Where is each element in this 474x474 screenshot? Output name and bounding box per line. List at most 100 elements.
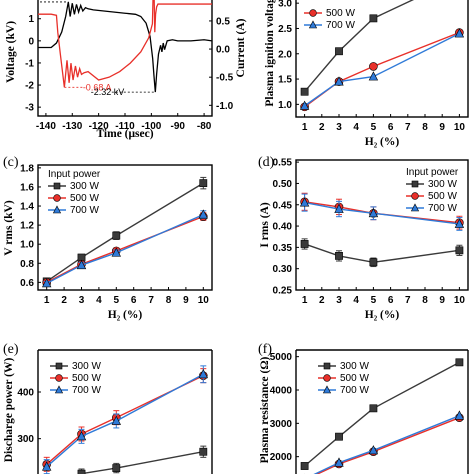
panel-d-xtick-label: 2: [319, 295, 325, 306]
panel-b-xtick-label: 4: [353, 122, 359, 133]
panel-e-series-line: [78, 451, 204, 474]
panel-f-legend-marker: [322, 385, 332, 394]
panel-d-legend-label: 700 W: [428, 203, 457, 214]
panel-e-data-point: [77, 469, 86, 474]
panel-b-xtick-label: 7: [405, 122, 411, 133]
panel-a-ytick-left-label: -2: [25, 81, 34, 92]
panel-c-series-line: [46, 182, 204, 282]
panel-d-series-line: [304, 201, 460, 225]
panel-b-data-point: [334, 76, 344, 86]
panel-e-data-point: [111, 415, 121, 425]
panel-e-data-point: [198, 369, 208, 379]
panel-b-series-line: [304, 32, 460, 107]
panel-f-ytick-label: 2000: [270, 452, 293, 463]
panel-d-xtick-label: 10: [454, 295, 466, 306]
panel-c-legend-marker: [52, 205, 62, 214]
panel-d-ytick-label: 0.55: [273, 158, 293, 169]
panel-c-ytick-label: 0.6: [20, 278, 34, 289]
panel-a-ytick-right-label: 0.5: [216, 16, 230, 27]
panel-e-legend-marker: [54, 385, 64, 394]
panel-f-legend-label: 500 W: [340, 373, 369, 384]
panel-a-xtick-label: -110: [115, 121, 135, 132]
panel-a-xtick-label: -130: [62, 121, 82, 132]
panel-f-ytick-label: 3000: [270, 419, 293, 430]
panel-c-data-point: [42, 278, 52, 288]
panel-d-ytick-label: 0.25: [273, 286, 293, 297]
panel-d-legend-marker: [410, 203, 420, 212]
panel-c-ytick-label: 1.0: [20, 240, 34, 251]
panel-c-legend-label: 500 W: [70, 193, 99, 204]
panel-a-xtick-label: -140: [36, 121, 56, 132]
panel-d-ytick-label: 0.40: [273, 222, 293, 233]
panel-b-data-point: [300, 87, 309, 96]
panel-b-data-point: [299, 100, 310, 110]
panel-d-ylabel: I rms (A): [259, 202, 271, 248]
panel-b-xtick-label: 5: [371, 122, 377, 133]
panel-f-data-point: [454, 410, 465, 420]
panel-a-xtick-label: -100: [141, 121, 161, 132]
panel-d-data-point: [454, 218, 465, 228]
panel-a-xtick-label: -90: [171, 121, 186, 132]
panel-b-ytick-label: 3.0: [278, 0, 292, 10]
panel-d-data-point: [334, 203, 344, 213]
panel-c-series-line: [46, 213, 204, 284]
panel-a-ytick-left-label: 2: [28, 0, 34, 3]
panel-c-xtick-label: 7: [148, 295, 154, 306]
panel-c-xlabel: H₂ (%): [108, 309, 143, 321]
panel-c-data-point: [198, 209, 208, 219]
panel-d-xtick-label: 1: [302, 295, 308, 306]
panel-a-voltage-trace: [38, 1, 213, 93]
panel-d-legend-label: 500 W: [428, 191, 457, 202]
panel-e-legend-marker: [55, 374, 63, 382]
panel-b-xtick-label: 8: [422, 122, 428, 133]
panel-b-xtick-label: 1: [302, 122, 308, 133]
panel-d-series-line: [304, 243, 460, 264]
panel-c-data-point: [112, 231, 121, 240]
panel-b-legend-marker: [308, 20, 318, 29]
panel-e-ytick-label: 400: [17, 388, 34, 399]
panel-c-ylabel: V rms (kV): [3, 200, 15, 256]
panel-label-e: (e): [3, 342, 19, 357]
panel-e-legend-label: 300 W: [72, 361, 101, 372]
panel-c-ytick-label: 1.6: [20, 182, 34, 193]
panel-c-ytick-label: 1.4: [20, 202, 34, 213]
panel-a-ylabel-right: Current (A): [235, 18, 247, 77]
panel-c-legend-label: 300 W: [70, 181, 99, 192]
panel-a-ylabel-left: Voltage (kV): [5, 21, 17, 83]
panel-c-legend-marker: [53, 182, 61, 190]
panel-d-xtick-label: 8: [422, 295, 428, 306]
panel-f-legend-marker: [323, 374, 331, 382]
panel-f-data-point: [455, 358, 464, 367]
panel-e-series-line: [46, 373, 204, 468]
panel-d-ytick-label: 0.50: [273, 179, 293, 190]
panel-e-ytick-label: 300: [17, 434, 34, 445]
panel-b-ytick-label: 2.0: [278, 49, 292, 60]
panel-b-ytick-label: 1.0: [278, 100, 292, 111]
panel-d-xlabel: H₂ (%): [365, 309, 400, 321]
panel-c-legend-marker: [53, 194, 61, 202]
panel-f-series-line: [304, 361, 460, 467]
panel-e-data-point: [42, 461, 52, 471]
panel-b-series-line: [304, 0, 415, 93]
panel-c-frame: [37, 164, 213, 291]
panel-d-xtick-label: 3: [336, 295, 342, 306]
panel-e-ylabel: Discharge power (W): [3, 358, 15, 463]
panel-c-xtick-label: 8: [166, 295, 172, 306]
panel-a-xtick-label: -120: [89, 121, 109, 132]
panel-d-frame: [295, 159, 469, 291]
panel-f-data-point: [334, 457, 344, 467]
panel-a-ytick-right-label: 0.0: [216, 45, 230, 56]
panel-f-data-point: [368, 445, 379, 455]
panel-b-data-point: [368, 71, 379, 81]
panel-f-ylabel: Plasma resistance (Ω): [259, 356, 271, 463]
panel-d-data-point: [369, 258, 378, 267]
panel-a-ytick-left-label: -3: [25, 103, 34, 114]
panel-label-c: (c): [3, 155, 19, 170]
panel-b-xtick-label: 9: [439, 122, 445, 133]
panel-a-ytick-right-label: -0.5: [216, 73, 234, 84]
panel-c-data-point: [76, 259, 87, 270]
panel-e-legend-marker: [55, 362, 63, 370]
panel-a-ytick-right-label: -1.0: [216, 101, 234, 112]
panel-b-data-point: [335, 47, 343, 56]
